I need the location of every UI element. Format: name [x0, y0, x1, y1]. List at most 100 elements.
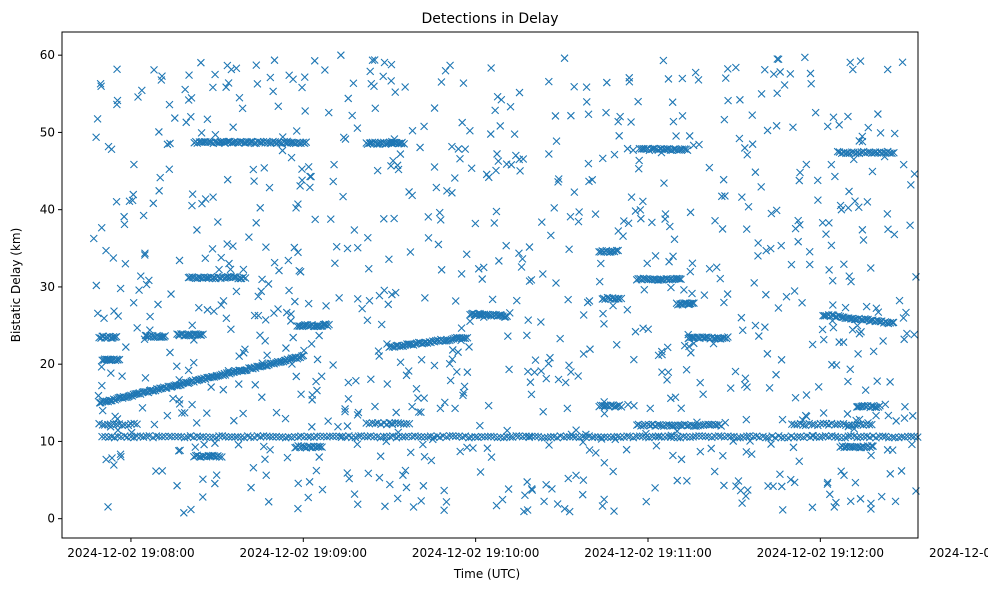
- data-point: [696, 447, 705, 456]
- data-point: [265, 432, 274, 441]
- data-point: [156, 173, 165, 182]
- x-tick-label: 2024-12-02 19:13:00: [929, 546, 988, 560]
- data-point: [636, 205, 645, 214]
- data-point: [665, 257, 673, 266]
- data-point: [211, 70, 219, 79]
- data-point: [225, 259, 233, 268]
- data-point: [496, 433, 505, 442]
- data-point: [288, 360, 296, 368]
- data-point: [632, 432, 641, 441]
- data-point: [554, 175, 563, 183]
- data-point: [349, 79, 358, 88]
- data-point: [370, 56, 379, 64]
- data-point: [304, 162, 313, 171]
- data-point: [112, 197, 121, 206]
- data-point: [296, 182, 305, 190]
- data-point: [743, 432, 751, 441]
- data-point: [854, 349, 862, 358]
- y-tick-label: 50: [40, 125, 55, 139]
- data-point: [886, 318, 895, 327]
- data-point: [420, 293, 429, 302]
- data-point: [891, 497, 900, 506]
- data-point: [313, 355, 322, 364]
- data-point: [819, 335, 828, 344]
- data-point: [762, 246, 771, 255]
- data-point: [867, 442, 876, 450]
- data-point: [312, 466, 321, 475]
- data-point: [667, 431, 676, 440]
- data-point: [873, 110, 882, 118]
- data-point: [856, 494, 865, 503]
- data-point: [846, 497, 855, 506]
- data-point: [691, 432, 700, 441]
- data-point: [217, 301, 226, 309]
- data-point: [416, 408, 425, 417]
- data-point: [300, 73, 309, 82]
- data-point: [387, 60, 396, 69]
- data-point: [879, 337, 888, 345]
- data-point: [623, 144, 632, 153]
- data-point: [772, 206, 781, 215]
- data-point: [823, 480, 832, 489]
- data-point: [678, 112, 687, 120]
- data-point: [313, 432, 321, 441]
- data-point: [223, 138, 231, 146]
- data-point: [315, 331, 324, 340]
- data-point: [581, 430, 590, 439]
- data-point: [617, 402, 626, 411]
- data-point: [844, 432, 853, 441]
- data-point: [118, 372, 126, 380]
- data-point: [140, 251, 149, 259]
- data-point: [239, 348, 248, 357]
- data-point: [823, 478, 832, 487]
- data-point: [729, 437, 738, 445]
- data-point: [180, 408, 189, 417]
- data-point: [802, 391, 811, 399]
- data-point: [786, 70, 795, 78]
- data-point: [448, 346, 457, 354]
- data-point: [396, 150, 405, 158]
- data-point: [505, 365, 513, 374]
- data-point: [253, 79, 262, 88]
- data-point: [811, 108, 820, 117]
- data-point: [695, 140, 703, 149]
- data-point: [651, 252, 660, 260]
- data-point: [565, 507, 574, 516]
- data-point: [158, 333, 167, 341]
- data-point: [538, 270, 547, 278]
- data-point: [440, 486, 449, 495]
- data-point: [250, 177, 258, 186]
- data-point: [314, 443, 323, 451]
- data-point: [772, 370, 780, 379]
- data-point: [412, 384, 421, 393]
- data-point: [263, 351, 272, 360]
- data-point: [492, 501, 501, 510]
- data-point: [843, 410, 852, 418]
- data-point: [221, 432, 230, 441]
- data-point: [446, 61, 454, 70]
- data-point: [390, 135, 399, 143]
- data-point: [404, 367, 413, 375]
- data-point: [484, 401, 493, 410]
- data-point: [610, 507, 618, 515]
- data-point: [445, 359, 454, 368]
- data-point: [854, 203, 863, 212]
- data-point: [363, 316, 372, 325]
- data-point: [150, 65, 158, 74]
- data-point: [565, 361, 573, 370]
- data-point: [311, 215, 320, 224]
- data-point: [780, 81, 789, 89]
- data-point: [158, 72, 166, 81]
- data-point: [530, 368, 539, 377]
- data-point: [330, 160, 338, 169]
- data-point: [773, 89, 782, 98]
- data-point: [234, 274, 243, 283]
- data-point: [424, 213, 433, 221]
- data-point: [762, 433, 770, 442]
- data-point: [500, 313, 509, 321]
- data-point: [128, 196, 137, 205]
- data-point: [698, 432, 707, 441]
- data-point: [599, 309, 607, 318]
